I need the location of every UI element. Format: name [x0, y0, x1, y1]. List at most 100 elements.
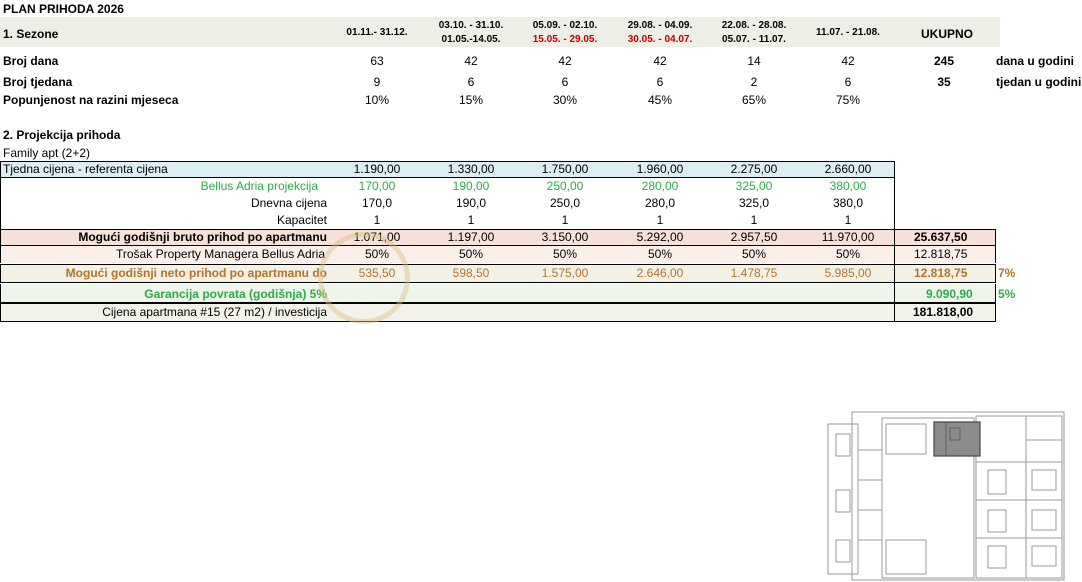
gross-income-row	[0, 229, 996, 246]
daily-value: 280,0	[644, 196, 676, 210]
season-period-line1: 22.08. - 28.08.	[721, 20, 787, 31]
season-row-value: 6	[656, 75, 664, 89]
weekly-price-row	[0, 161, 895, 178]
net-income-percent: 7%	[998, 266, 1016, 280]
season-period-line2: 30.05. - 04.07.	[627, 34, 693, 45]
capacity-value: 1	[373, 213, 381, 227]
season-row-value: 10%	[364, 93, 390, 107]
season-row-value: 42	[841, 54, 855, 68]
season-row-total: 35	[937, 75, 951, 89]
net-value: 1.478,75	[730, 266, 778, 280]
apartment-price-total: 181.818,00	[913, 305, 974, 319]
weekly-value: 1.190,00	[353, 162, 401, 176]
guarantee-percent: 5%	[998, 287, 1016, 301]
season-row-value: 9	[373, 75, 381, 89]
net-income-label: Mogući godišnji neto prihod po apartmanu…	[65, 266, 327, 280]
capacity-value: 1	[467, 213, 475, 227]
daily-value: 190,0	[455, 196, 487, 210]
season-row-value: 45%	[647, 93, 673, 107]
season-row-value: 14	[747, 54, 761, 68]
net-income-total: 12.818,75	[914, 266, 968, 280]
gross-value: 3.150,00	[541, 230, 589, 244]
gross-income-total: 25.637,50	[914, 230, 968, 244]
manager-cost-total: 12.818,75	[914, 247, 968, 261]
mgmt-value: 50%	[552, 247, 578, 261]
capacity-value: 1	[561, 213, 569, 227]
season-period-line1: 05.09. - 02.10.	[532, 20, 598, 31]
season-period-line2: 01.05.-14.05.	[441, 34, 501, 45]
mgmt-value: 50%	[741, 247, 767, 261]
table-border	[894, 178, 895, 229]
gross-value: 11.970,00	[821, 230, 875, 244]
daily-price-label: Dnevna cijena	[250, 196, 327, 210]
weekly-value: 2.660,00	[824, 162, 872, 176]
bellus-value: 170,00	[358, 179, 396, 193]
weekly-value: 1.750,00	[541, 162, 589, 176]
bellus-value: 250,00	[546, 179, 584, 193]
guarantee-row	[0, 284, 996, 303]
season-row-value: 6	[561, 75, 569, 89]
daily-value: 325,0	[738, 196, 770, 210]
daily-value: 170,0	[361, 196, 393, 210]
season-row-value: 75%	[835, 93, 861, 107]
net-value: 2.646,00	[636, 266, 684, 280]
weekly-value: 1.960,00	[636, 162, 684, 176]
season-period-line1: 11.07. - 21.08.	[816, 27, 880, 38]
manager-cost-row	[0, 246, 996, 263]
bellus-value: 280,00	[641, 179, 679, 193]
table-border	[0, 178, 1, 229]
season-row-total: 245	[933, 54, 955, 68]
capacity-value: 1	[656, 213, 664, 227]
season-row-value: 6	[467, 75, 475, 89]
season-period-line2: 05.07. - 11.07.	[722, 34, 786, 45]
season-row-label: Broj dana	[3, 54, 59, 68]
season-row-value: 30%	[552, 93, 578, 107]
weekly-value: 1.330,00	[447, 162, 495, 176]
bellus-value: 380,00	[829, 179, 867, 193]
seasons-header-band	[0, 17, 1000, 47]
guarantee-total: 9.090,90	[926, 287, 973, 301]
net-value: 1.575,00	[541, 266, 589, 280]
season-row-value: 42	[558, 54, 572, 68]
seasons-heading: 1. Sezone	[3, 27, 59, 41]
capacity-label: Kapacitet	[276, 213, 327, 227]
net-value: 5.985,00	[824, 266, 872, 280]
season-row-value: 63	[370, 54, 384, 68]
gross-value: 2.957,50	[730, 230, 778, 244]
season-row-value: 65%	[741, 93, 767, 107]
season-row-unit: tjedan u godini	[996, 75, 1082, 89]
net-income-row	[0, 264, 996, 283]
watermark-logo	[318, 232, 410, 324]
season-row-label: Broj tjedana	[3, 75, 73, 89]
bellus-projection-label: Bellus Adria projekcija	[200, 179, 318, 193]
season-period-line1: 03.10. - 31.10.	[438, 20, 504, 31]
projection-heading: 2. Projekcija prihoda	[3, 128, 121, 142]
gross-value: 5.292,00	[636, 230, 684, 244]
bellus-value: 190,00	[452, 179, 490, 193]
capacity-value: 1	[750, 213, 758, 227]
season-row-value: 2	[750, 75, 758, 89]
mgmt-value: 50%	[458, 247, 484, 261]
season-period-line1: 29.08. - 04.09.	[627, 20, 693, 31]
season-row-value: 6	[844, 75, 852, 89]
weekly-value: 2.275,00	[730, 162, 778, 176]
apartment-price-row	[0, 303, 996, 322]
season-row-value: 42	[653, 54, 667, 68]
apartment-price-label: Cijena apartmana #15 (27 m2) / investici…	[102, 305, 327, 319]
total-column-divider	[894, 229, 895, 322]
daily-value: 250,0	[549, 196, 581, 210]
apartment-type: Family apt (2+2)	[3, 146, 91, 160]
gross-value: 1.197,00	[447, 230, 495, 244]
season-row-value: 15%	[458, 93, 484, 107]
season-row-unit: dana u godini	[996, 54, 1074, 68]
manager-cost-label: Trošak Property Managera Bellus Adria	[116, 247, 325, 261]
season-period-line2: 15.05. - 29.05.	[532, 34, 598, 45]
mgmt-value: 50%	[647, 247, 673, 261]
guarantee-label: Garancija povrata (godišnja) 5%	[144, 287, 327, 301]
floor-plan-image	[827, 411, 1065, 581]
season-row-value: 42	[464, 54, 478, 68]
mgmt-value: 50%	[835, 247, 861, 261]
capacity-value: 1	[844, 213, 852, 227]
page-title: PLAN PRIHODA 2026	[3, 2, 124, 16]
weekly-price-label: Tjedna cijena - referenta cijena	[3, 162, 168, 176]
